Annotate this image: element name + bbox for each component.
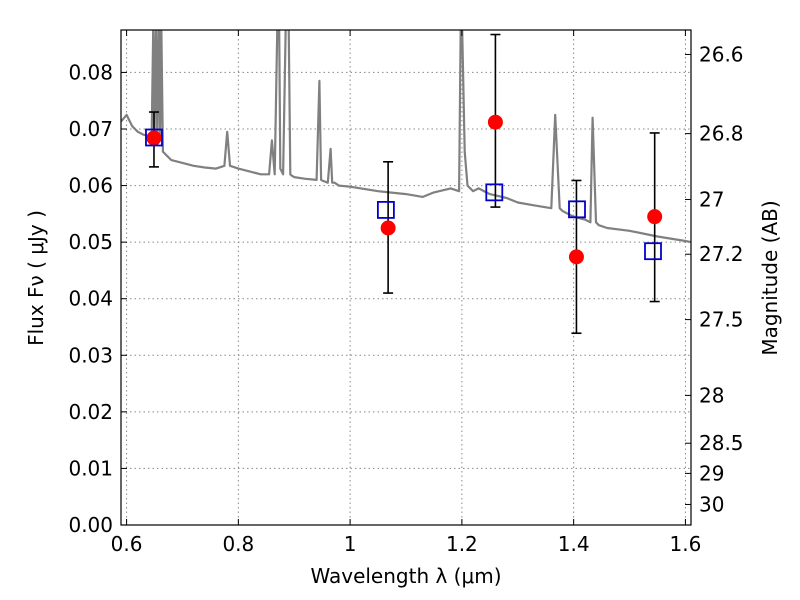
x-axis-label: Wavelength λ (μm) [310,564,501,588]
y2-tick-label: 27 [699,187,724,211]
observed-flux-point [380,220,396,236]
y-tick-label: 0.00 [68,513,113,537]
y-axis: 0.00 0.01 0.02 0.03 0.04 0.05 0.06 0.07 0.08 [68,60,127,537]
y-tick-label: 0.04 [68,287,113,311]
x-tick-label: 1.2 [446,532,478,556]
x-tick-label: 1 [344,532,357,556]
x-axis: 0.6 0.8 1 1.2 1.4 1.6 [111,30,702,556]
y2-axis: 26.6 26.8 27 27.2 27.5 28 28.5 29 30 [685,42,744,516]
observed-flux-point [647,209,663,225]
y-tick-label: 0.06 [68,174,113,198]
y-tick-label: 0.01 [68,456,113,480]
y2-axis-label: Magnitude (AB) [758,200,782,355]
y2-tick-label: 27.5 [699,308,744,332]
x-tick-label: 1.6 [670,532,702,556]
y2-tick-label: 26.6 [699,42,744,66]
y-axis-label: Flux Fν ( μJy ) [24,210,48,346]
y-tick-label: 0.07 [68,117,113,141]
y2-tick-label: 28.5 [699,431,744,455]
model-spectrum-line [121,30,691,244]
data-points [145,33,663,335]
x-tick-label: 1.4 [558,532,590,556]
x-tick-label: 0.8 [222,532,254,556]
model-band-flux-marker [485,183,504,202]
model-band-flux-marker [644,242,662,261]
y2-tick-label: 30 [699,492,724,516]
model-band-flux-marker [568,200,586,219]
observed-flux-point [146,130,162,146]
y2-tick-label: 26.8 [699,122,744,146]
plot-area [121,30,691,244]
plot-frame [120,29,692,526]
y-tick-label: 0.05 [68,230,113,254]
observed-flux-point [568,249,584,265]
y-tick-label: 0.02 [68,400,113,424]
observed-flux-point [487,114,503,130]
model-band-flux-marker [376,200,395,219]
y-tick-label: 0.08 [68,60,113,84]
y2-tick-label: 28 [699,383,724,407]
y2-tick-label: 29 [699,461,724,485]
x-tick-label: 0.6 [111,532,143,556]
y-tick-label: 0.03 [68,343,113,367]
model-band-flux-marker [145,128,163,147]
y2-tick-label: 27.2 [699,242,744,266]
